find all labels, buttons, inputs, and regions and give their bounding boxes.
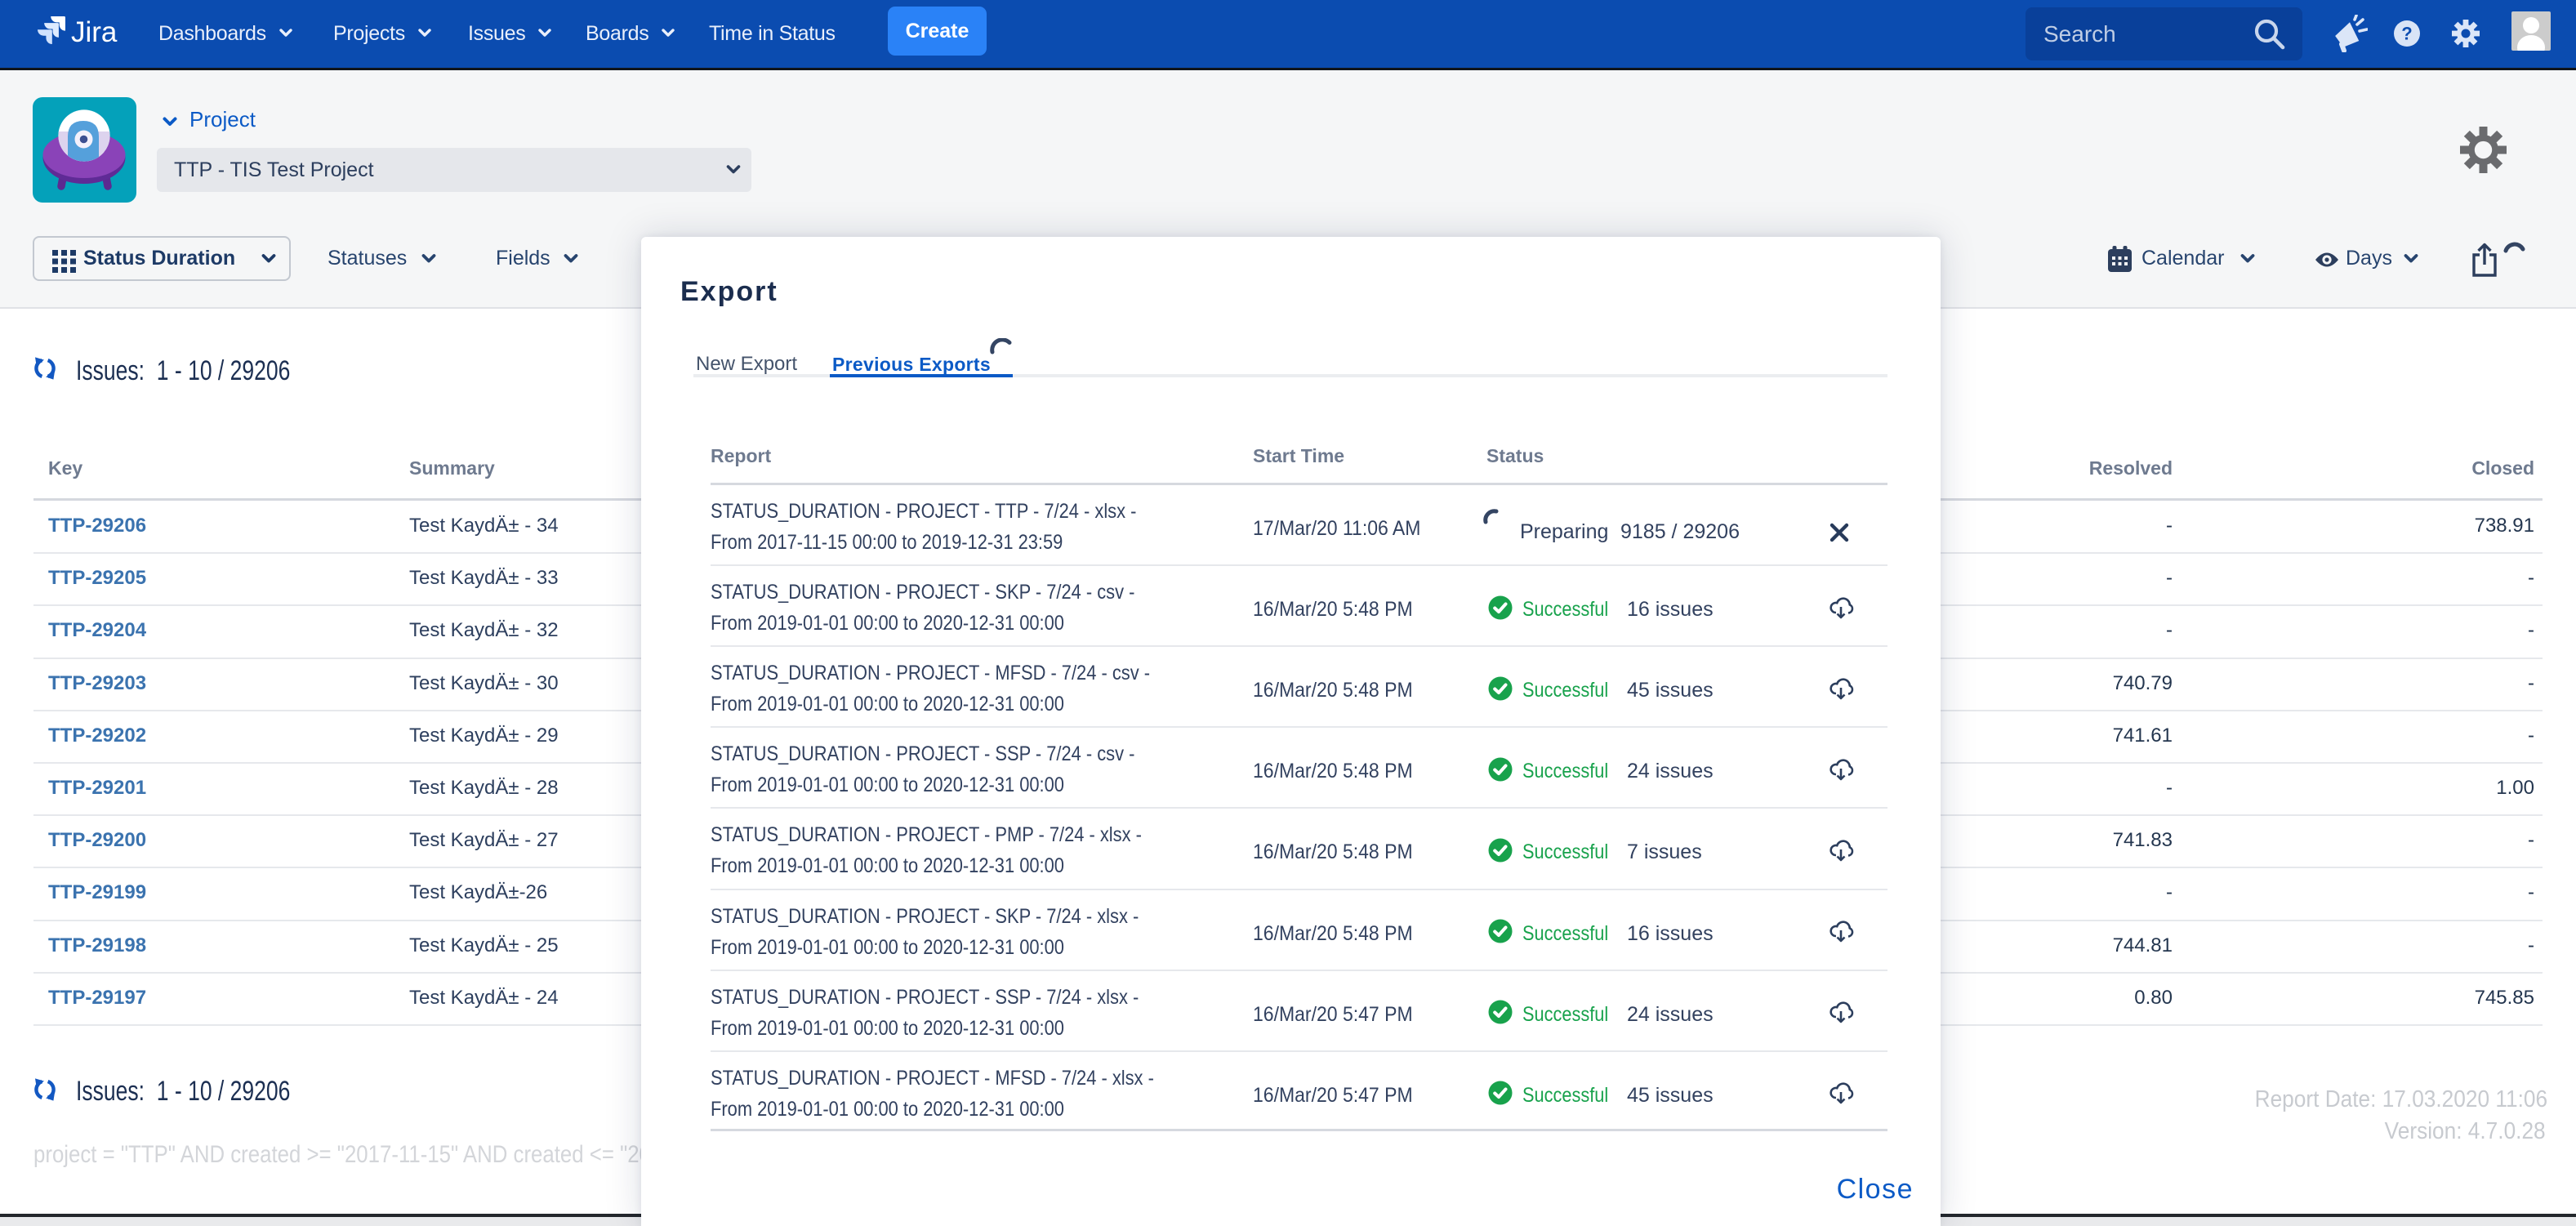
svg-text:?: ? [2401,24,2412,44]
